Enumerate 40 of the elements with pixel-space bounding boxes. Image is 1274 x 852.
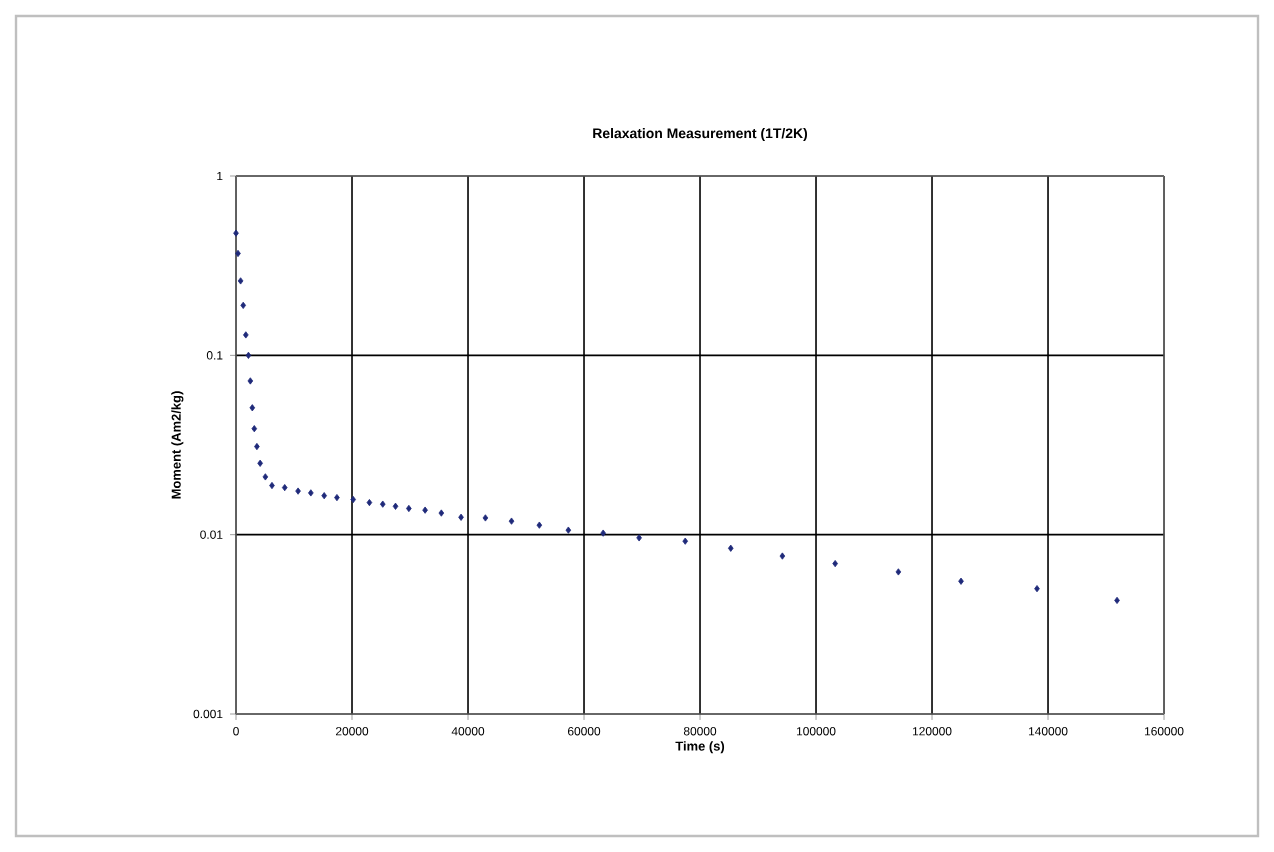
- point: [458, 513, 464, 521]
- point: [508, 517, 515, 525]
- point: [682, 537, 689, 545]
- point: [249, 404, 256, 412]
- point: [237, 277, 244, 285]
- point: [600, 529, 606, 537]
- point: [536, 521, 543, 529]
- point: [895, 568, 902, 576]
- point: [636, 534, 642, 542]
- point: [281, 484, 288, 492]
- point: [235, 249, 241, 258]
- point: [366, 498, 373, 507]
- point: [727, 544, 734, 552]
- point: [254, 442, 260, 451]
- point: [269, 481, 275, 490]
- point: [243, 331, 249, 339]
- point: [240, 301, 246, 309]
- point: [247, 377, 254, 385]
- point: [958, 577, 964, 585]
- point: [779, 552, 786, 560]
- point: [1034, 585, 1040, 593]
- point: [295, 487, 301, 495]
- point: [308, 489, 314, 497]
- point: [321, 492, 327, 500]
- point: [438, 509, 445, 517]
- point: [482, 514, 489, 522]
- point: [350, 495, 356, 504]
- point: [1114, 596, 1120, 604]
- point: [379, 500, 386, 508]
- point: [262, 473, 269, 481]
- point: [334, 494, 340, 502]
- point: [406, 504, 412, 513]
- point: [565, 526, 572, 534]
- point: [257, 459, 263, 467]
- point: [251, 425, 258, 433]
- point: [233, 229, 239, 237]
- point: [245, 351, 252, 359]
- point: [422, 506, 428, 514]
- point: [392, 502, 399, 510]
- point: [832, 559, 838, 568]
